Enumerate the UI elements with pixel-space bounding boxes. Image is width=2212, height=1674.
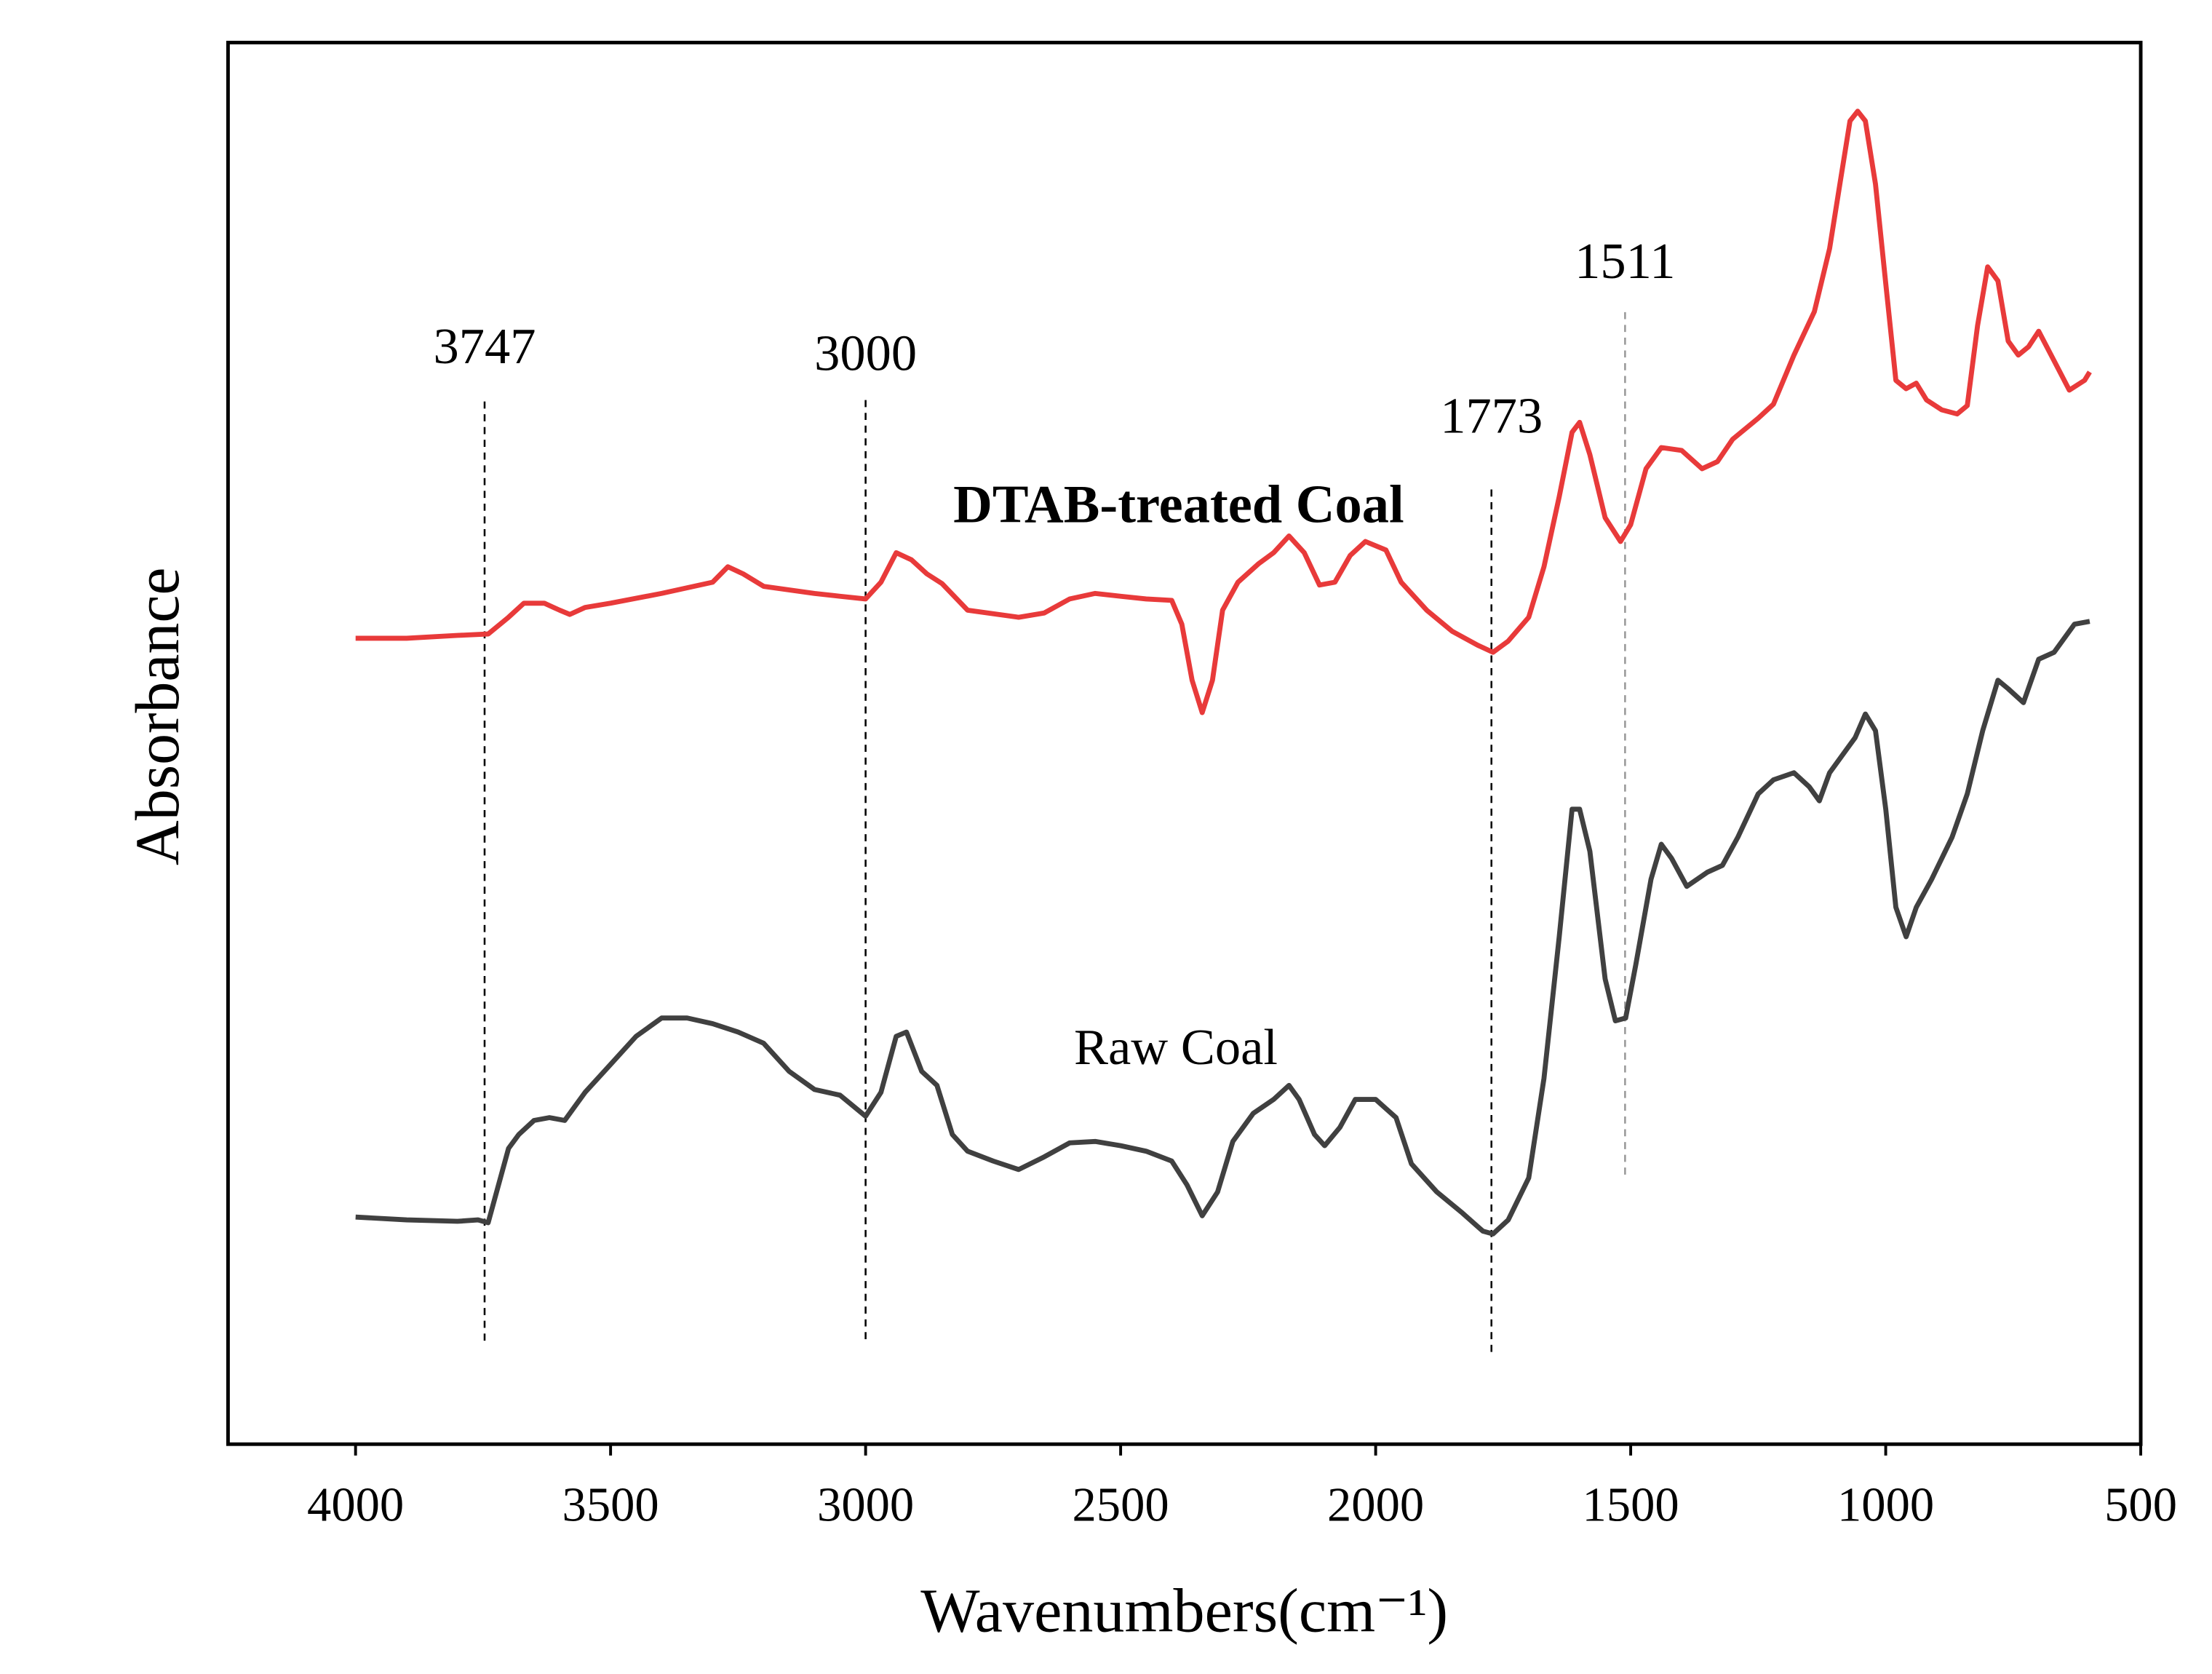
series-line xyxy=(355,108,2092,715)
x-tick-label: 2500 xyxy=(1073,1479,1169,1532)
y-axis-label: Absorbance xyxy=(122,568,192,866)
series-label: Raw Coal xyxy=(1074,1019,1278,1076)
x-tick-label: 2000 xyxy=(1327,1479,1424,1532)
annotation-label: 3000 xyxy=(814,325,917,382)
series-label: DTAB-treated Coal xyxy=(953,475,1404,534)
x-tick-label: 3000 xyxy=(817,1479,914,1532)
annotation-label: 1773 xyxy=(1440,388,1543,445)
series-line xyxy=(355,619,2090,1237)
plot-frame xyxy=(226,41,2143,1446)
x-tick-label: 1500 xyxy=(1583,1479,1679,1532)
annotation-label: 1511 xyxy=(1575,233,1675,290)
x-tick-label: 4000 xyxy=(307,1479,404,1532)
x-tick-label: 1000 xyxy=(1837,1479,1934,1532)
annotation-label: 3747 xyxy=(433,318,536,375)
x-tick-label: 3500 xyxy=(562,1479,659,1532)
x-axis-label: Wavenumbers(cm⁻¹) xyxy=(920,1576,1448,1646)
x-tick-label: 500 xyxy=(2104,1479,2177,1532)
